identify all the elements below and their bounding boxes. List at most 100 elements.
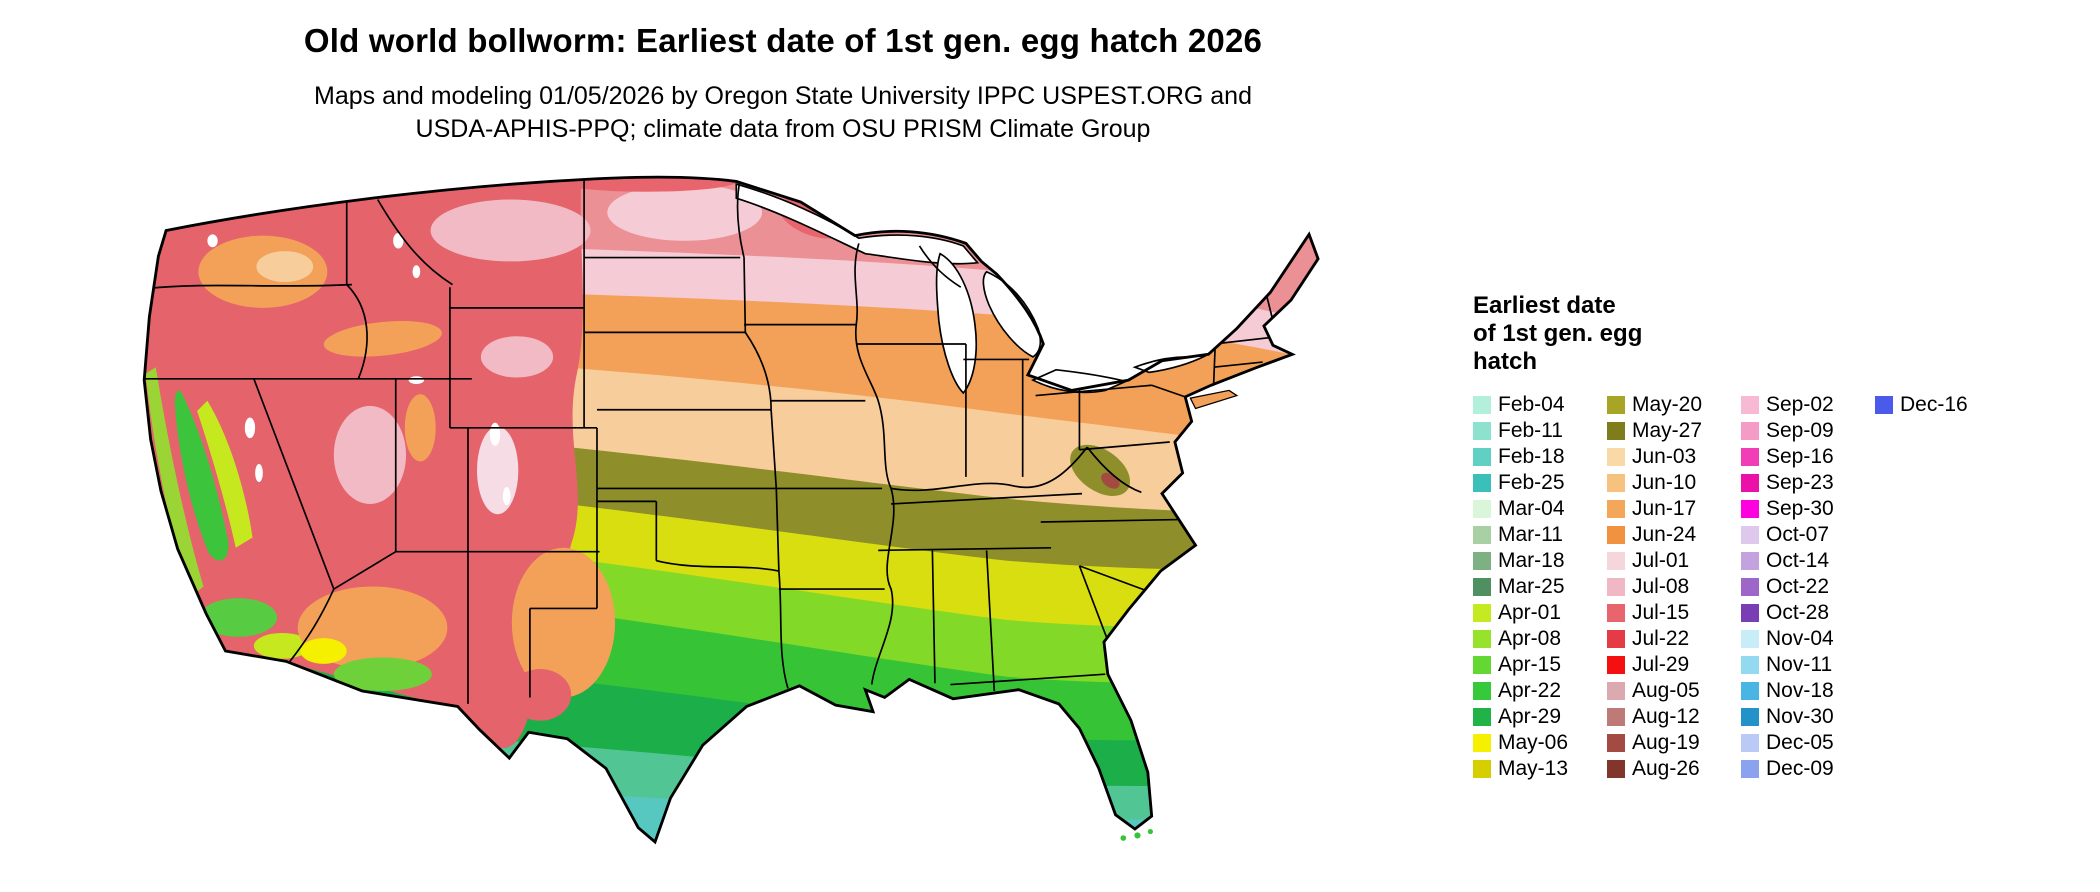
legend-item: May-13: [1473, 756, 1607, 782]
legend-swatch: [1607, 656, 1625, 674]
legend-item: Apr-08: [1473, 626, 1607, 652]
legend-item-label: Jun-24: [1632, 523, 1697, 546]
legend-item: Mar-04: [1473, 496, 1607, 522]
legend-item-label: Feb-25: [1498, 471, 1565, 494]
legend-swatch: [1741, 604, 1759, 622]
legend-item: Apr-15: [1473, 652, 1607, 678]
legend-item-label: Nov-04: [1766, 627, 1834, 650]
legend-swatch: [1607, 682, 1625, 700]
legend-item: Jul-22: [1607, 626, 1741, 652]
legend-swatch: [1473, 396, 1491, 414]
legend-column: Feb-04 Feb-11 Feb-18 Feb-25 Mar-04 Mar-11 Mar-…: [1473, 392, 1607, 782]
legend-item-label: Feb-11: [1498, 419, 1563, 442]
legend-swatch: [1607, 448, 1625, 466]
legend-swatch: [1875, 396, 1893, 414]
legend-item-label: Jun-03: [1632, 445, 1697, 468]
legend-swatch: [1741, 448, 1759, 466]
legend-item-label: Feb-04: [1498, 393, 1565, 416]
legend-title-line-1: Earliest date: [1473, 292, 1616, 319]
legend-item-label: Sep-02: [1766, 393, 1834, 416]
legend-item-label: Dec-09: [1766, 757, 1834, 780]
page-title: Old world bollworm: Earliest date of 1st…: [303, 22, 1263, 59]
legend-item-label: Sep-23: [1766, 471, 1834, 494]
legend-swatch: [1473, 708, 1491, 726]
legend-item-label: Apr-15: [1498, 653, 1562, 676]
legend-swatch: [1741, 500, 1759, 518]
legend-item: Apr-22: [1473, 678, 1607, 704]
legend-item-label: Nov-18: [1766, 679, 1834, 702]
legend-item-label: Apr-01: [1498, 601, 1562, 624]
legend-swatch: [1741, 734, 1759, 752]
legend-swatch: [1473, 474, 1491, 492]
legend-item-label: Feb-18: [1498, 445, 1565, 468]
legend-title-line-2: of 1st gen. egg: [1473, 320, 1643, 347]
legend-item: Jul-08: [1607, 574, 1741, 600]
legend-swatch: [1473, 630, 1491, 648]
legend-item: Feb-11: [1473, 418, 1607, 444]
legend-swatch: [1741, 526, 1759, 544]
legend-item-label: Dec-16: [1900, 393, 1968, 416]
legend-swatch: [1741, 578, 1759, 596]
legend-swatch: [1607, 734, 1625, 752]
legend-item: Nov-30: [1741, 704, 1875, 730]
legend-item-label: Mar-04: [1498, 497, 1565, 520]
legend-item-label: Mar-25: [1498, 575, 1565, 598]
legend-column: Dec-16: [1875, 392, 1968, 418]
legend-item: Sep-23: [1741, 470, 1875, 496]
legend-swatch: [1607, 760, 1625, 778]
legend-item: Dec-16: [1875, 392, 1968, 418]
legend-swatch: [1741, 656, 1759, 674]
legend-item: Nov-18: [1741, 678, 1875, 704]
legend-item-label: Apr-08: [1498, 627, 1562, 650]
legend-item-label: Apr-22: [1498, 679, 1562, 702]
legend-column: May-20 May-27 Jun-03 Jun-10 Jun-17 Jun-24 Jul-…: [1607, 392, 1741, 782]
legend-swatch: [1473, 552, 1491, 570]
legend-item-label: May-27: [1632, 419, 1703, 442]
legend-swatch: [1473, 656, 1491, 674]
legend-swatch: [1473, 604, 1491, 622]
legend-item: Jul-15: [1607, 600, 1741, 626]
legend-title: Earliest date of 1st gen. egg hatch: [1473, 292, 2093, 376]
legend-item-label: Sep-09: [1766, 419, 1834, 442]
legend-item: Jun-10: [1607, 470, 1741, 496]
legend-swatch: [1473, 760, 1491, 778]
legend-swatch: [1473, 526, 1491, 544]
legend-swatch: [1741, 630, 1759, 648]
legend-item: Sep-02: [1741, 392, 1875, 418]
legend-item-label: Oct-22: [1766, 575, 1830, 598]
legend-item-label: Nov-11: [1766, 653, 1833, 676]
legend-item-label: Jul-01: [1632, 549, 1690, 572]
state-borders: [144, 178, 1277, 704]
legend-item: Mar-18: [1473, 548, 1607, 574]
legend-item-label: Jun-10: [1632, 471, 1697, 494]
legend-item: Mar-25: [1473, 574, 1607, 600]
page-subtitle: Maps and modeling 01/05/2026 by Oregon S…: [0, 80, 1566, 146]
legend-item: Feb-04: [1473, 392, 1607, 418]
legend-item: Dec-05: [1741, 730, 1875, 756]
legend-swatch: [1607, 630, 1625, 648]
legend-item-label: Aug-12: [1632, 705, 1700, 728]
legend-swatch: [1607, 604, 1625, 622]
legend-item-label: Jul-15: [1632, 601, 1690, 624]
legend-item: Jun-03: [1607, 444, 1741, 470]
legend-item-label: May-13: [1498, 757, 1569, 780]
legend-item-label: May-06: [1498, 731, 1569, 754]
legend-swatch: [1607, 500, 1625, 518]
great-lakes: [735, 182, 1207, 395]
legend-item: Oct-14: [1741, 548, 1875, 574]
legend-item: Dec-09: [1741, 756, 1875, 782]
legend-swatch: [1741, 682, 1759, 700]
legend-item: Nov-11: [1741, 652, 1875, 678]
legend-item-label: Oct-28: [1766, 601, 1830, 624]
long-island: [1189, 389, 1239, 410]
legend-swatch: [1607, 708, 1625, 726]
legend-swatch: [1607, 422, 1625, 440]
legend-item-label: Mar-11: [1498, 523, 1563, 546]
legend-swatch: [1607, 474, 1625, 492]
legend-item: Sep-30: [1741, 496, 1875, 522]
legend-item: Jun-24: [1607, 522, 1741, 548]
legend-swatch: [1607, 578, 1625, 596]
legend-item: Apr-01: [1473, 600, 1607, 626]
legend-swatch: [1741, 708, 1759, 726]
legend-item: Oct-28: [1741, 600, 1875, 626]
